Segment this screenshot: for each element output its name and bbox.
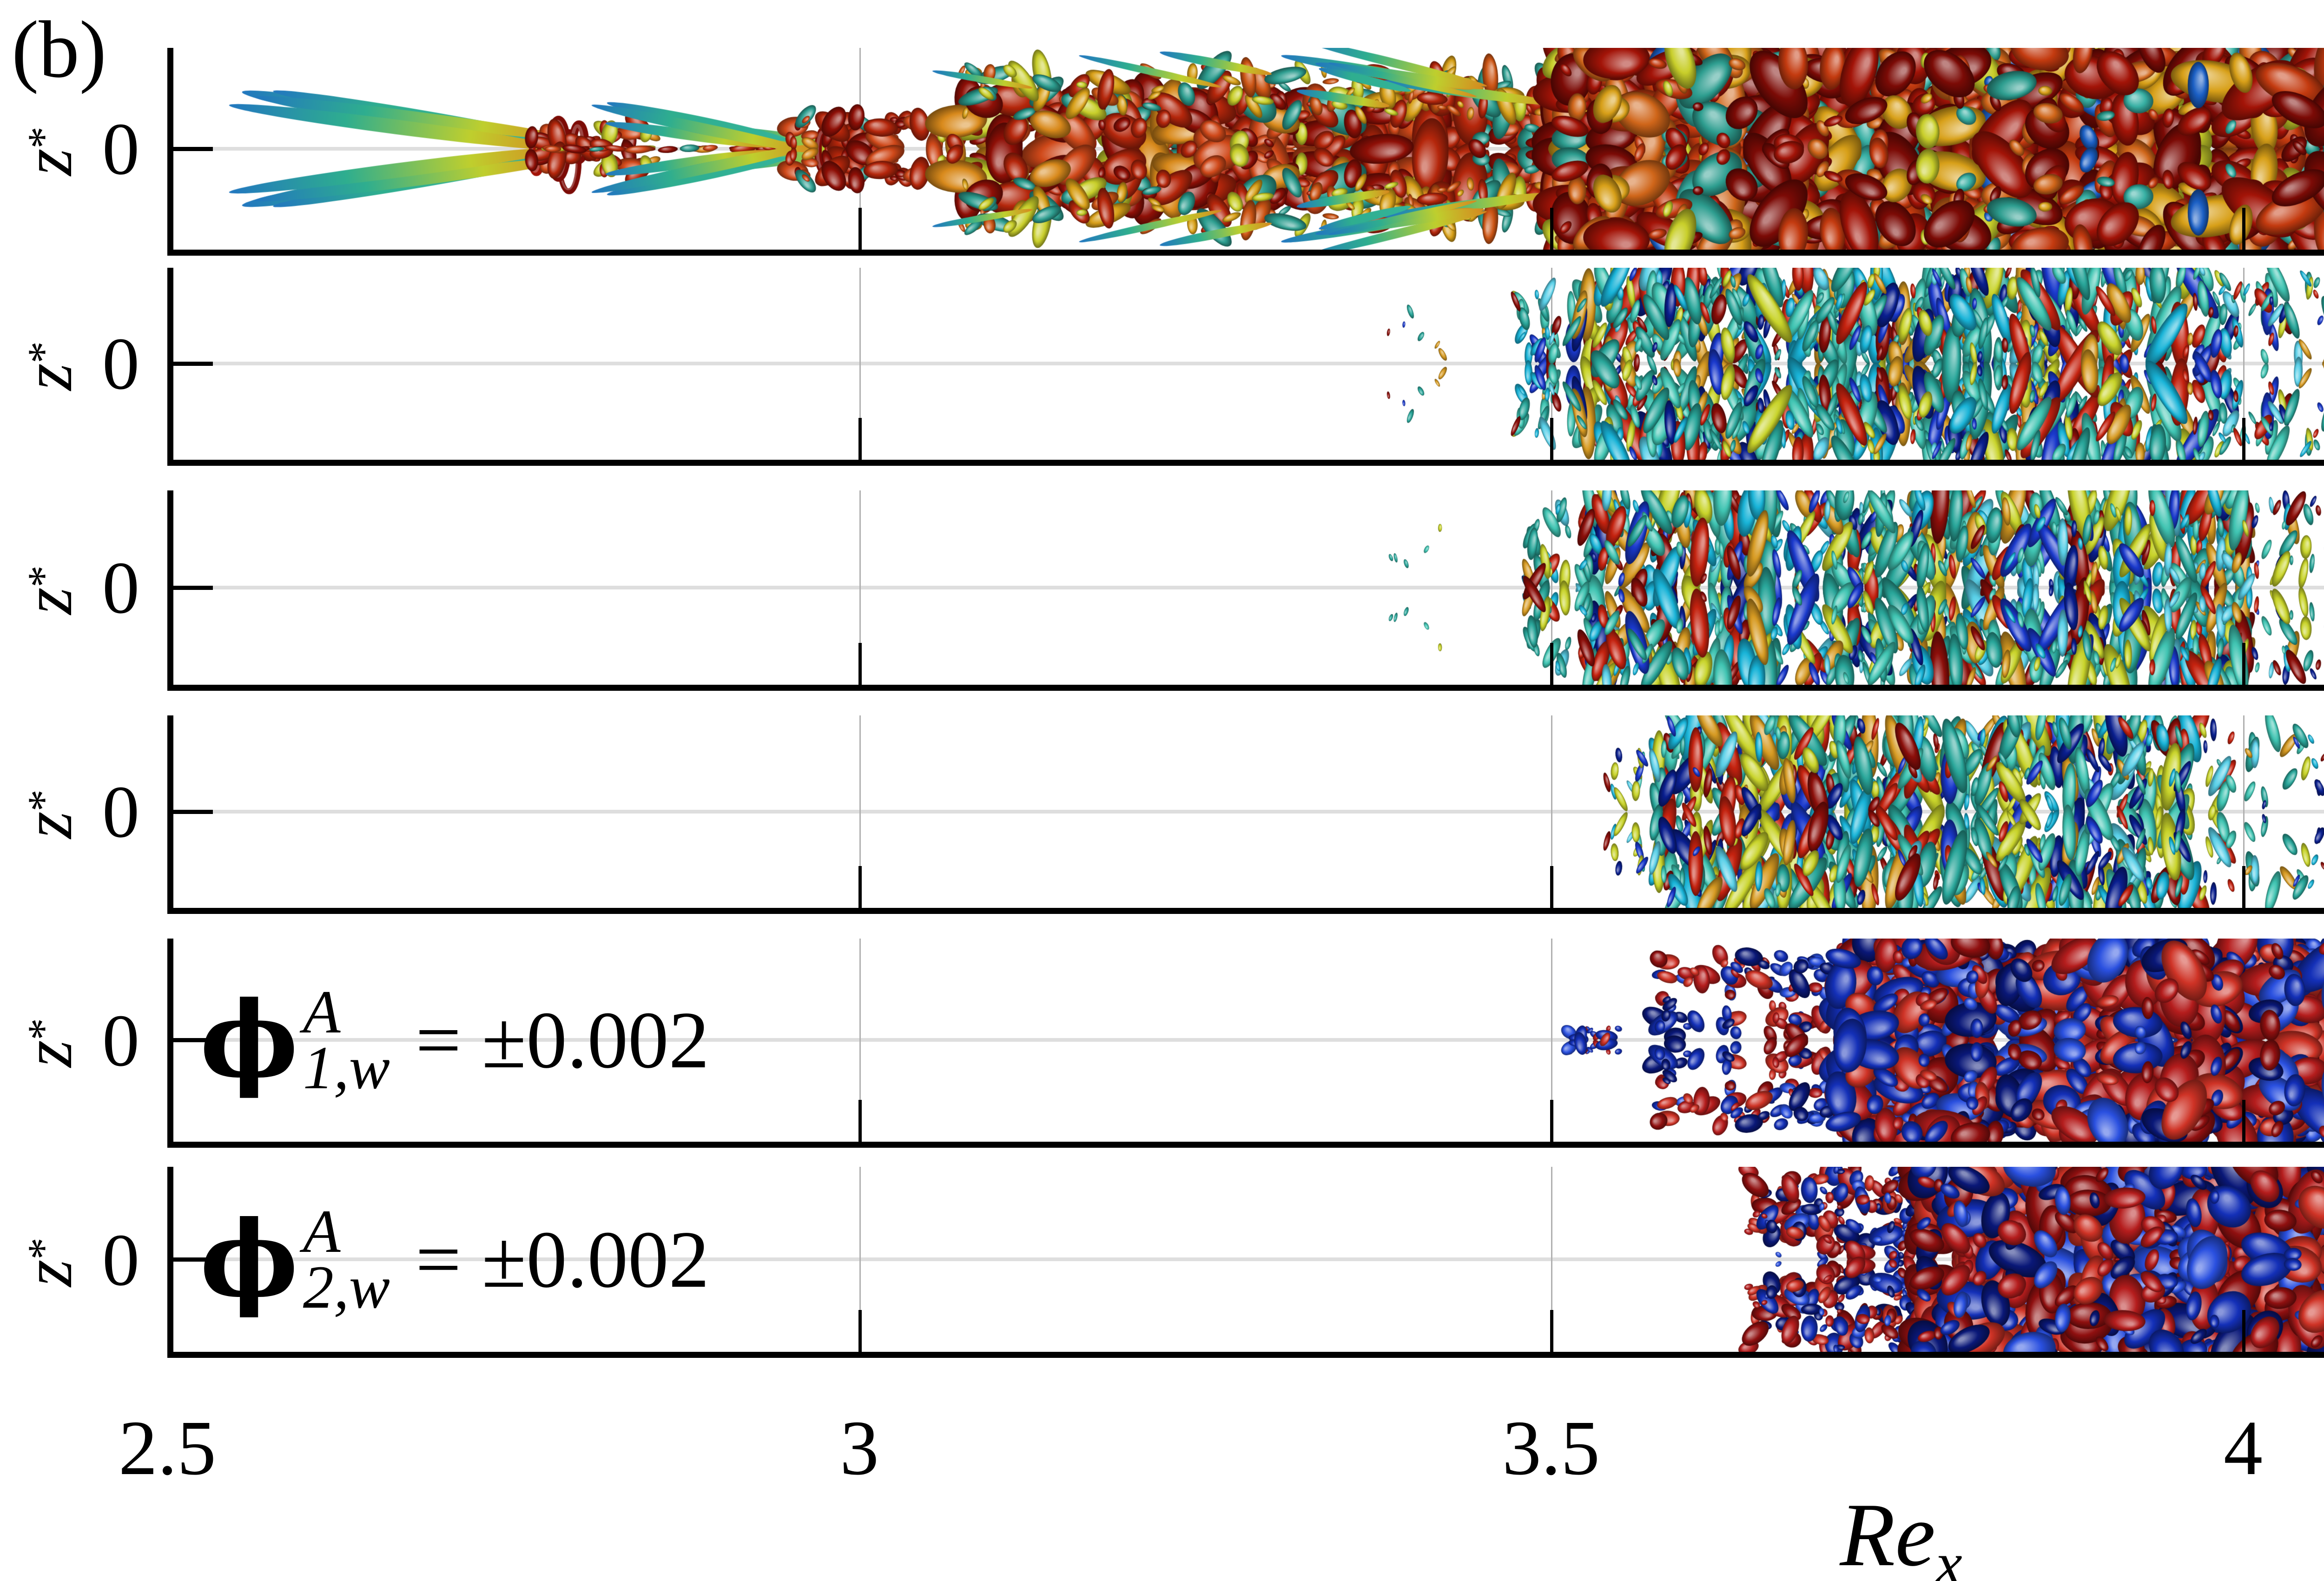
mode-label-phi-A2w: ϕ A 2,w = ±0.002 bbox=[200, 1194, 709, 1324]
x-tick-mark bbox=[858, 1100, 862, 1142]
y-tick-mark bbox=[173, 362, 213, 366]
iso-level-text: = ±0.002 bbox=[415, 994, 710, 1085]
y-axis-label-sup: * bbox=[19, 1018, 68, 1040]
x-tick-mark bbox=[2242, 1310, 2245, 1352]
y-tick-label: 0 bbox=[102, 1218, 139, 1301]
y-tick-mark bbox=[173, 810, 213, 814]
y-axis-label-sup: * bbox=[19, 565, 68, 588]
panel-phi-0u bbox=[167, 48, 2324, 256]
panel-phi-S1u bbox=[167, 268, 2324, 466]
x-axis-label-sub: x bbox=[1935, 1530, 1962, 1581]
isosurface-canvas-phi-A2w bbox=[173, 1167, 2324, 1352]
x-tick-mark bbox=[1550, 208, 1553, 250]
phi-scripts: A 1,w bbox=[303, 978, 390, 1102]
y-tick-label: 0 bbox=[102, 322, 139, 405]
panel-phi-S2u bbox=[167, 490, 2324, 691]
y-tick-label: 0 bbox=[102, 107, 139, 190]
isosurface-canvas-phi-S1u bbox=[173, 268, 2324, 460]
y-axis-label-sup: * bbox=[19, 341, 68, 364]
isosurface-canvas-phi-A1w bbox=[173, 939, 2324, 1142]
phi-symbol: ϕ bbox=[200, 1197, 298, 1321]
phi-scripts: A 2,w bbox=[303, 1197, 390, 1321]
phi-symbol: ϕ bbox=[200, 978, 298, 1101]
phi-sub: 2,w bbox=[303, 1253, 390, 1321]
y-tick-mark bbox=[173, 586, 213, 590]
isosurface-canvas-phi-S3u bbox=[173, 715, 2324, 908]
y-tick-mark bbox=[173, 1257, 213, 1262]
y-tick-label: 0 bbox=[102, 999, 139, 1082]
x-tick-mark bbox=[2242, 208, 2245, 250]
x-tick-mark bbox=[1550, 643, 1553, 685]
x-tick-mark bbox=[2242, 418, 2245, 460]
phi-sub: 1,w bbox=[303, 1033, 390, 1102]
x-axis-label-base: Re bbox=[1840, 1485, 1935, 1581]
subplot-tag: (b) bbox=[12, 4, 107, 94]
x-tick-label: 3 bbox=[840, 1405, 879, 1491]
y-axis-label-sup: * bbox=[19, 1237, 68, 1260]
y-tick-label: 0 bbox=[102, 546, 139, 629]
y-tick-mark bbox=[173, 147, 213, 151]
y-axis-label-sup: * bbox=[19, 789, 68, 812]
panel-phi-A1w bbox=[167, 939, 2324, 1148]
x-tick-mark bbox=[1550, 866, 1553, 908]
x-tick-label: 2.5 bbox=[119, 1405, 216, 1491]
y-axis-label-sup: * bbox=[19, 126, 68, 149]
x-tick-mark bbox=[858, 643, 862, 685]
isosurface-canvas-phi-S2u bbox=[173, 490, 2324, 685]
iso-level-text: = ±0.002 bbox=[415, 1214, 710, 1304]
x-tick-mark bbox=[858, 208, 862, 250]
x-tick-mark bbox=[1550, 1310, 1553, 1352]
panel-phi-S3u bbox=[167, 715, 2324, 914]
x-tick-mark bbox=[1550, 418, 1553, 460]
x-tick-mark bbox=[858, 866, 862, 908]
y-tick-mark bbox=[173, 1038, 213, 1042]
phi-sup: A bbox=[303, 1197, 341, 1265]
x-tick-mark bbox=[858, 1310, 862, 1352]
x-tick-mark bbox=[2242, 1100, 2245, 1142]
x-tick-mark bbox=[2242, 643, 2245, 685]
x-tick-label: 3.5 bbox=[1502, 1405, 1600, 1491]
phi-sup: A bbox=[303, 978, 341, 1046]
x-tick-mark bbox=[1550, 1100, 1553, 1142]
x-tick-label: 4 bbox=[2224, 1405, 2263, 1491]
isosurface-canvas-phi-0u bbox=[173, 48, 2324, 250]
x-tick-mark bbox=[858, 418, 862, 460]
panel-phi-A2w bbox=[167, 1167, 2324, 1358]
x-tick-mark bbox=[2242, 866, 2245, 908]
mode-label-phi-A1w: ϕ A 1,w = ±0.002 bbox=[200, 975, 709, 1105]
y-tick-label: 0 bbox=[102, 770, 139, 853]
x-axis-label: Rex bbox=[1785, 1483, 2017, 1581]
